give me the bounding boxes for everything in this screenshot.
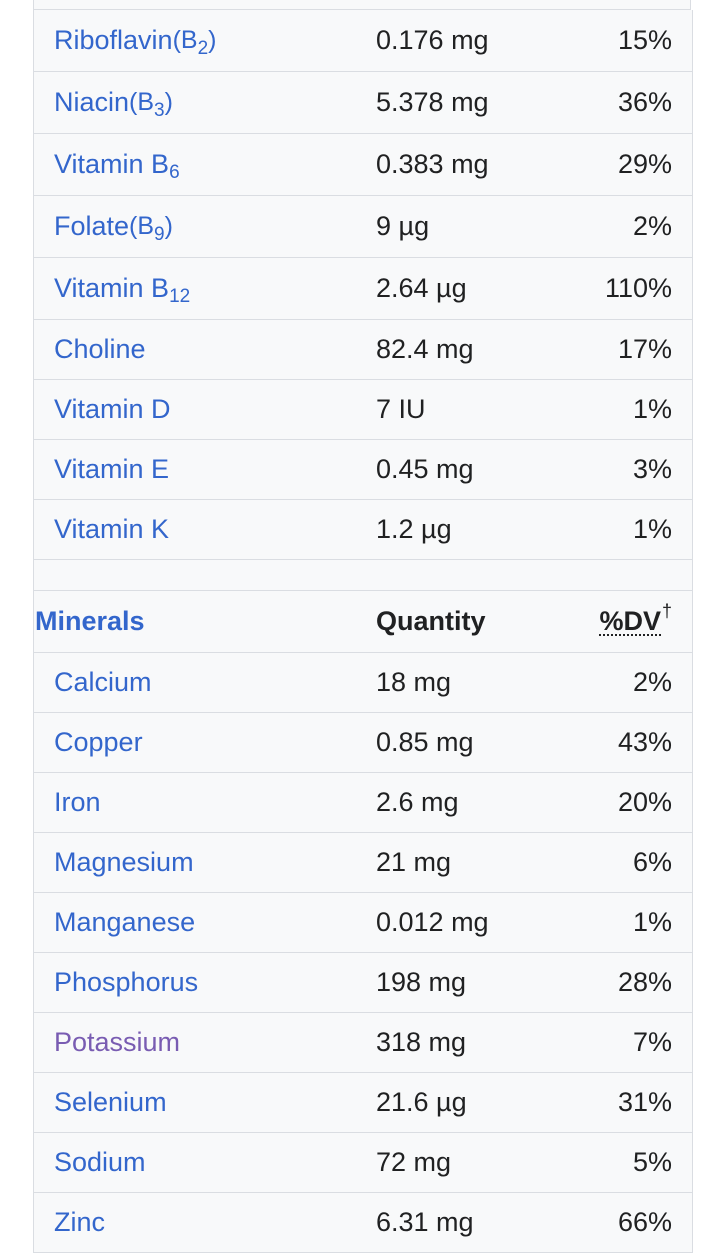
quantity-cell: 72 mg [376,1147,452,1177]
nutrient-link-calcium[interactable]: Calcium [54,667,152,697]
quantity-cell: 18 mg [376,667,452,697]
dv-cell: 43% [617,727,672,757]
table-row: Vitamin E 0.45 mg 3% [34,440,692,500]
dv-cell: 2% [632,211,672,241]
table-row: Calcium 18 mg 2% [34,653,692,713]
quantity-cell: 9 µg [376,211,430,241]
dv-cell: 6% [632,847,672,877]
nutrient-link-magnesium[interactable]: Magnesium [54,847,194,877]
quantity-cell: 0.383 mg [376,149,489,179]
nutrient-link-iron[interactable]: Iron [54,787,101,817]
quantity-cell: 318 mg [376,1027,467,1057]
dv-cell: 110% [604,273,672,303]
quantity-cell: 198 mg [376,967,467,997]
quantity-cell: 0.012 mg [376,907,489,937]
nutrition-table: Riboflavin (B 2) 0.176 mg 15% Niacin (B 3)… [33,10,693,1253]
nutrient-link-phosphorus[interactable]: Phosphorus [54,967,199,997]
nutrient-link-zinc[interactable]: Zinc [54,1207,106,1237]
table-top-edge [33,0,691,10]
table-row: Selenium 21.6 µg 31% [34,1073,692,1133]
section-spacer [34,560,692,591]
quantity-cell: 0.45 mg [376,454,474,484]
table-row: Vitamin D 7 IU 1% [34,380,692,440]
nutrient-link-folate[interactable]: Folate (B 9) [54,211,173,245]
table-row: Choline 82.4 mg 17% [34,320,692,380]
quantity-cell: 0.85 mg [376,727,474,757]
nutrient-link-selenium[interactable]: Selenium [54,1087,167,1117]
dv-cell: 66% [617,1207,672,1237]
dv-cell: 29% [617,149,672,179]
quantity-cell: 21 mg [376,847,452,877]
dv-cell: 28% [617,967,672,997]
dv-cell: 7% [632,1027,672,1057]
nutrient-link-vitamin-k[interactable]: Vitamin K [54,514,170,544]
nutrient-link-choline[interactable]: Choline [54,334,146,364]
dv-cell: 1% [632,394,672,424]
nutrient-link-vitamin-b12[interactable]: Vitamin B 12 [54,273,191,307]
quantity-cell: 7 IU [376,394,426,424]
table-row: Folate (B 9) 9 µg 2% [34,196,692,258]
dv-cell: 5% [632,1147,672,1177]
table-row: Magnesium 21 mg 6% [34,833,692,893]
table-row: Niacin (B 3) 5.378 mg 36% [34,72,692,134]
table-row: Riboflavin (B 2) 0.176 mg 15% [34,10,692,72]
nutrient-link-manganese[interactable]: Manganese [54,907,196,937]
quantity-cell: 2.6 mg [376,787,459,817]
dv-cell: 36% [617,87,672,117]
minerals-heading-link[interactable]: Minerals [35,606,145,636]
nutrient-link-potassium[interactable]: Potassium [54,1027,181,1057]
quantity-cell: 0.176 mg [376,25,489,55]
nutrient-link-niacin[interactable]: Niacin (B 3) [54,87,173,121]
table-row: Sodium 72 mg 5% [34,1133,692,1193]
dv-cell: 2% [632,667,672,697]
quantity-cell: 5.378 mg [376,87,489,117]
minerals-header-row: Minerals Quantity %DV † [34,591,692,653]
nutrient-link-vitamin-d[interactable]: Vitamin D [54,394,171,424]
table-row: Vitamin B 12 2.64 µg 110% [34,258,692,320]
quantity-cell: 2.64 µg [376,273,467,303]
nutrient-link-riboflavin[interactable]: Riboflavin (B 2) [54,25,217,59]
dv-abbreviation[interactable]: %DV [599,605,661,636]
dv-cell: 17% [617,334,672,364]
table-row: Potassium 318 mg 7% [34,1013,692,1073]
nutrient-link-copper[interactable]: Copper [54,727,143,757]
dv-cell: 1% [632,514,672,544]
table-row: Vitamin K 1.2 µg 1% [34,500,692,560]
dv-cell: 3% [632,454,672,484]
quantity-header: Quantity [376,606,486,636]
table-row: Zinc 6.31 mg 66% [34,1193,692,1253]
quantity-cell: 82.4 mg [376,334,474,364]
table-row: Phosphorus 198 mg 28% [34,953,692,1013]
dv-cell: 31% [617,1087,672,1117]
nutrient-link-vitamin-e[interactable]: Vitamin E [54,454,170,484]
dv-cell: 1% [632,907,672,937]
dv-cell: 15% [617,25,672,55]
table-row: Copper 0.85 mg 43% [34,713,692,773]
dv-header[interactable]: %DV † [599,591,672,652]
table-row: Manganese 0.012 mg 1% [34,893,692,953]
quantity-cell: 6.31 mg [376,1207,474,1237]
quantity-cell: 1.2 µg [376,514,452,544]
nutrient-link-sodium[interactable]: Sodium [54,1147,146,1177]
dagger-footnote-mark: † [661,601,672,621]
table-row: Iron 2.6 mg 20% [34,773,692,833]
quantity-cell: 21.6 µg [376,1087,467,1117]
dv-cell: 20% [617,787,672,817]
